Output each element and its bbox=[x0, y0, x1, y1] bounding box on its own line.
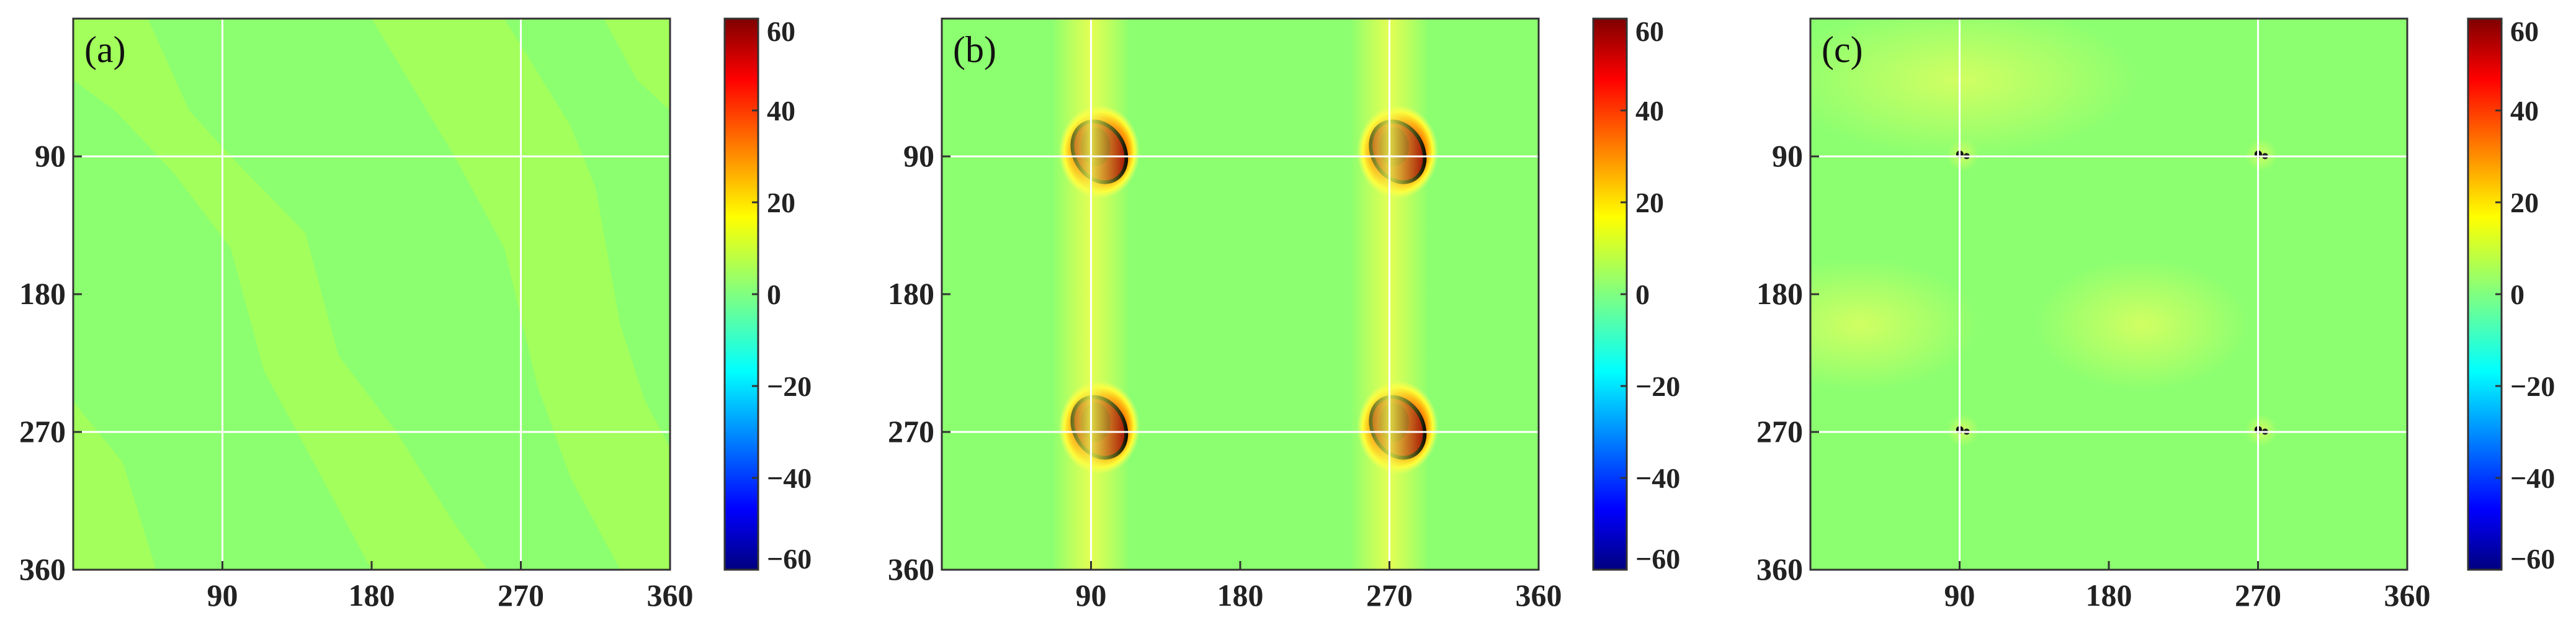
y-tick-label: 270 bbox=[888, 414, 934, 449]
heatmap-area bbox=[1810, 19, 2407, 570]
diffuse-region bbox=[1810, 19, 2139, 157]
y-tick-label: 180 bbox=[19, 276, 66, 311]
y-tick-label: 270 bbox=[19, 414, 66, 449]
y-tick-label: 90 bbox=[903, 138, 934, 173]
colorbar-tick-label: 20 bbox=[767, 187, 795, 218]
colorbar-tick-label: 0 bbox=[767, 279, 781, 310]
y-tick-label: 360 bbox=[19, 552, 66, 586]
colorbar-tick-label: −60 bbox=[1635, 543, 1680, 575]
panel-c: (c) 90 180 270 360 90 180 270 360 60 40 20 0 −20 −40 −6… bbox=[1756, 16, 2555, 613]
colorbar-tick-label: −60 bbox=[2510, 543, 2555, 575]
y-tick-label: 90 bbox=[35, 138, 66, 173]
colorbar-tick-label: −40 bbox=[2510, 462, 2555, 494]
x-tick-label: 360 bbox=[1516, 578, 1562, 613]
colorbar-tick-label: 0 bbox=[2510, 279, 2525, 310]
colorbar-tick-label: 60 bbox=[1635, 16, 1664, 47]
y-tick-label: 360 bbox=[888, 552, 934, 586]
x-tick-label: 270 bbox=[2235, 578, 2281, 613]
colorbar: 60 40 20 0 −20 −40 −60 bbox=[723, 16, 812, 575]
diffuse-region bbox=[1810, 258, 1980, 391]
heatmap-background bbox=[942, 19, 1539, 570]
x-tick-label: 90 bbox=[1076, 578, 1107, 613]
panel-label: (a) bbox=[84, 29, 126, 70]
value-band bbox=[73, 401, 156, 570]
y-tick-label: 360 bbox=[1756, 552, 1803, 586]
y-tick-label: 270 bbox=[1756, 414, 1803, 449]
x-tick-label: 270 bbox=[498, 578, 544, 613]
x-tick-label: 360 bbox=[647, 578, 694, 613]
colorbar-tick-label: 60 bbox=[2510, 16, 2539, 47]
x-tick-label: 360 bbox=[2384, 578, 2431, 613]
colorbar-tick-label: 40 bbox=[767, 95, 795, 127]
x-tick-label: 270 bbox=[1366, 578, 1413, 613]
panel-a: (a) 90 180 270 360 90 180 270 360 60 40 20 0 −20 −40 −6… bbox=[19, 16, 812, 613]
colorbar-tick-label: 60 bbox=[767, 16, 795, 47]
x-tick-label: 180 bbox=[2086, 578, 2132, 613]
y-tick-label: 180 bbox=[888, 276, 934, 311]
diffuse-region bbox=[2034, 258, 2250, 391]
colorbar-tick-label: −60 bbox=[767, 543, 812, 575]
heatmap-area bbox=[73, 19, 670, 570]
colorbar-tick-label: −20 bbox=[1635, 371, 1680, 402]
panel-label: (c) bbox=[1822, 29, 1863, 70]
x-tick-label: 180 bbox=[349, 578, 395, 613]
colorbar: 60 40 20 0 −20 −40 −60 bbox=[2467, 16, 2555, 575]
x-tick-label: 90 bbox=[207, 578, 238, 613]
panel-b: (b) 90 180 270 360 90 180 270 360 60 40 20 0 −20 −40 −6… bbox=[888, 16, 1680, 613]
colorbar-tick-label: 20 bbox=[2510, 187, 2539, 218]
heatmap-area bbox=[942, 19, 1539, 570]
y-tick-label: 90 bbox=[1772, 138, 1803, 173]
colorbar: 60 40 20 0 −20 −40 −60 bbox=[1592, 16, 1680, 575]
panel-label: (b) bbox=[953, 29, 996, 70]
colorbar-tick-label: −40 bbox=[767, 462, 812, 494]
colorbar-tick-label: −40 bbox=[1635, 462, 1680, 494]
y-tick-label: 180 bbox=[1756, 276, 1803, 311]
colorbar-tick-label: 0 bbox=[1635, 279, 1650, 310]
x-tick-label: 180 bbox=[1217, 578, 1264, 613]
x-tick-label: 90 bbox=[1944, 578, 1975, 613]
value-band bbox=[604, 19, 670, 110]
colorbar-tick-label: 40 bbox=[2510, 95, 2539, 127]
colorbar-tick-label: −20 bbox=[767, 371, 812, 402]
colorbar-tick-label: 40 bbox=[1635, 95, 1664, 127]
colorbar-tick-label: −20 bbox=[2510, 371, 2555, 402]
colorbar-tick-label: 20 bbox=[1635, 187, 1664, 218]
